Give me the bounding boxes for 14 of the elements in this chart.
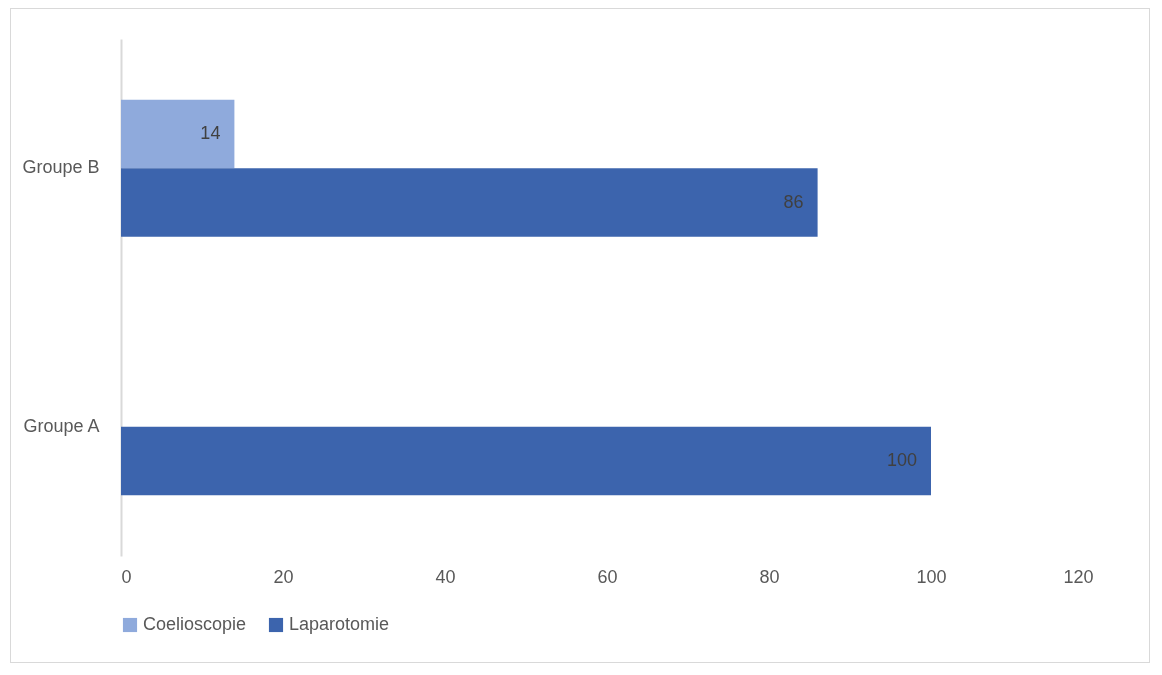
data-label: 86	[783, 191, 804, 212]
x-tick-label: 20	[273, 566, 294, 587]
legend-label: Coelioscopie	[143, 614, 247, 634]
x-tick-label: 120	[1063, 566, 1094, 587]
x-tick-label: 40	[435, 566, 456, 587]
legend-label: Laparotomie	[289, 614, 390, 634]
x-tick-label: 100	[916, 566, 947, 587]
x-tick-label: 60	[597, 566, 618, 587]
data-label: 14	[200, 123, 221, 143]
y-tick-label: Groupe B	[22, 157, 100, 178]
y-tick-label: Groupe A	[23, 415, 100, 436]
x-tick-label: 80	[759, 566, 780, 587]
data-label: 100	[886, 450, 917, 470]
x-tick-label: 0	[121, 566, 132, 587]
